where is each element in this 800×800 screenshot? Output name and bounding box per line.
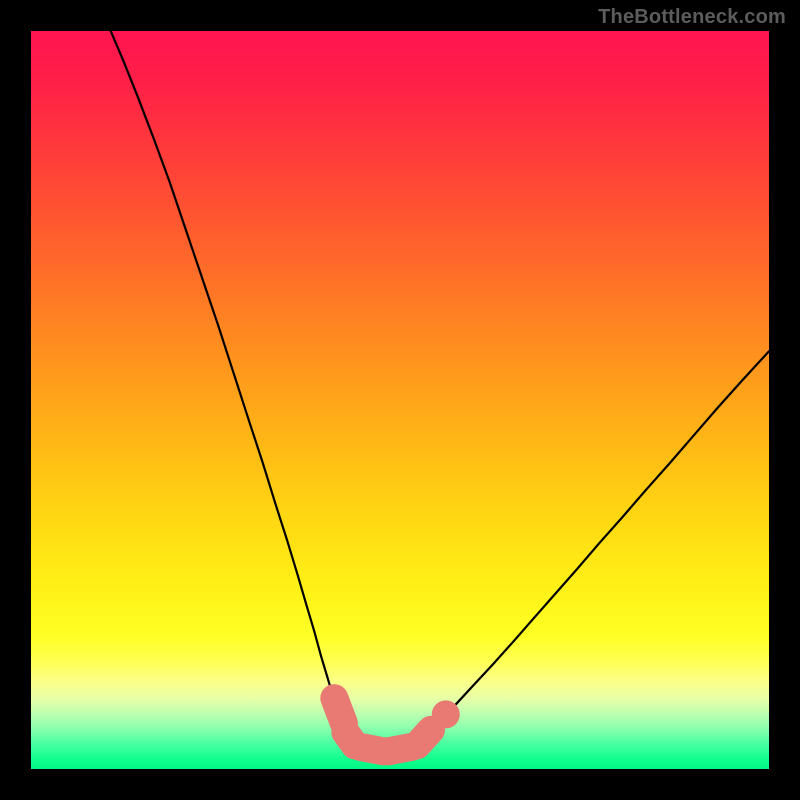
marker-dot <box>432 700 460 728</box>
watermark-text: TheBottleneck.com <box>598 6 786 29</box>
marker-capsule <box>417 730 431 745</box>
plot-area <box>31 31 769 769</box>
gradient-background <box>31 31 769 769</box>
chart-frame: TheBottleneck.com <box>0 0 800 800</box>
chart-svg <box>31 31 769 769</box>
